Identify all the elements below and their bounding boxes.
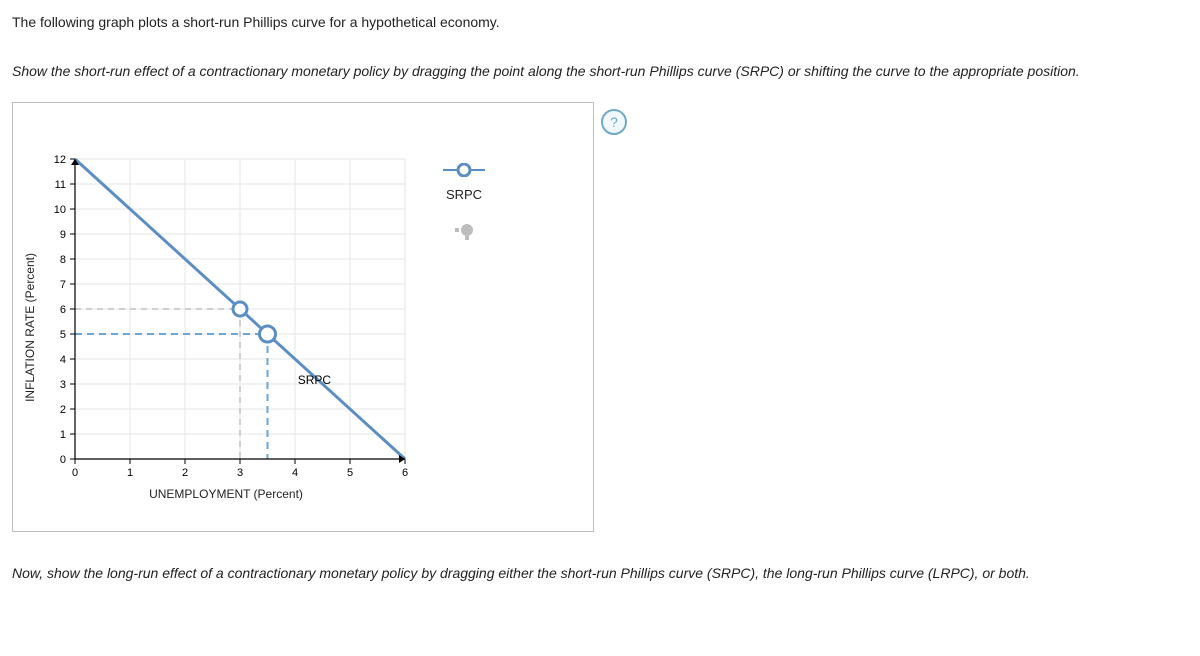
y-tick-label: 5 (60, 329, 66, 341)
y-tick-label: 2 (60, 404, 66, 416)
legend-point-icon (441, 220, 487, 240)
help-button[interactable]: ? (601, 109, 627, 135)
y-tick-label: 3 (60, 379, 66, 391)
y-tick-label: 11 (55, 179, 66, 191)
x-tick-label: 2 (182, 467, 188, 479)
x-tick-label: 1 (127, 467, 133, 479)
y-tick-label: 12 (54, 154, 66, 166)
instruction-text: Show the short-run effect of a contracti… (12, 60, 1188, 82)
phillips-chart[interactable]: SRPC01234560123456789101112 (41, 153, 411, 483)
legend-point[interactable] (441, 220, 487, 240)
y-tick-label: 0 (60, 454, 66, 466)
y-tick-label: 4 (60, 354, 66, 366)
legend: SRPC (441, 153, 487, 250)
x-tick-label: 5 (347, 467, 353, 479)
reference-point (233, 302, 247, 316)
y-tick-label: 9 (60, 229, 66, 241)
draggable-point[interactable] (260, 326, 276, 342)
srpc-line-label: SRPC (298, 373, 332, 387)
y-tick-label: 8 (60, 254, 66, 266)
x-tick-label: 4 (292, 467, 298, 479)
graph-panel: ? INFLATION RATE (Percent) SRPC012345601… (12, 102, 594, 532)
x-tick-label: 3 (237, 467, 243, 479)
legend-srpc-icon (441, 163, 487, 177)
y-tick-label: 1 (60, 429, 66, 441)
x-axis-label: UNEMPLOYMENT (Percent) (149, 487, 303, 501)
intro-text: The following graph plots a short-run Ph… (12, 14, 1188, 30)
x-tick-label: 0 (72, 467, 78, 479)
y-axis-label: INFLATION RATE (Percent) (23, 253, 37, 402)
legend-srpc[interactable] (441, 163, 487, 177)
y-tick-label: 6 (60, 304, 66, 316)
legend-srpc-label: SRPC (441, 187, 487, 202)
followup-text: Now, show the long-run effect of a contr… (12, 562, 1188, 586)
x-tick-label: 6 (402, 467, 408, 479)
y-tick-label: 7 (60, 279, 66, 291)
y-tick-label: 10 (54, 204, 66, 216)
